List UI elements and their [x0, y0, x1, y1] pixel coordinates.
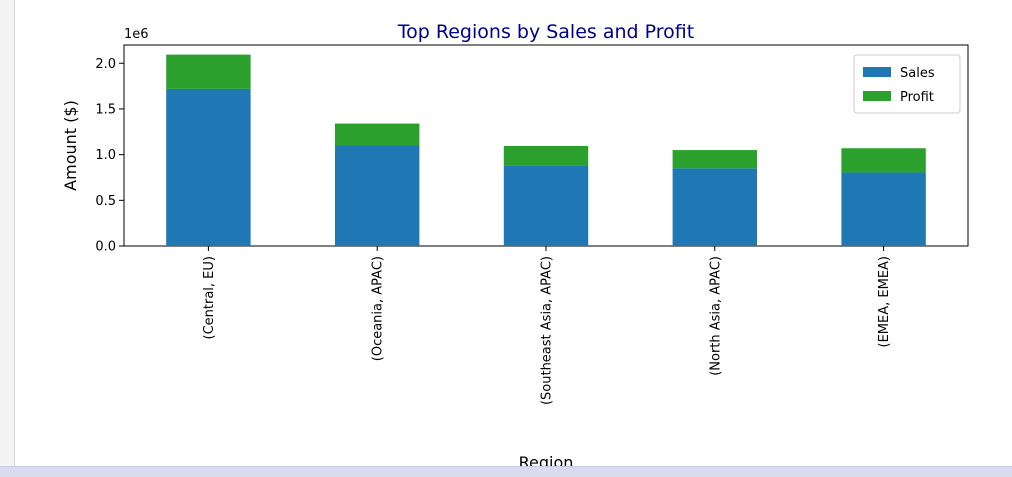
- bar-sales-4: [841, 172, 926, 246]
- y-tick-label: 1.5: [95, 102, 116, 117]
- y-axis-offset-label: 1e6: [124, 27, 149, 42]
- legend-label-profit: Profit: [900, 90, 934, 105]
- y-tick-label: 1.0: [95, 148, 116, 163]
- x-tick-label: (EMEA, EMEA): [877, 256, 892, 347]
- bar-sales-0: [166, 88, 251, 246]
- bars: [166, 54, 926, 246]
- x-axis: (Central, EU) (Oceania, APAC) (Southeast A…: [202, 246, 892, 405]
- y-tick-label: 0.0: [95, 240, 116, 255]
- bar-sales-1: [335, 145, 420, 246]
- bar-profit-1: [335, 123, 420, 146]
- y-tick-label: 2.0: [95, 57, 116, 72]
- window-bottom-edge: [0, 466, 1012, 477]
- y-axis: 0.0 0.5 1.0 1.5 2.0: [95, 57, 124, 255]
- bar-sales-3: [672, 168, 757, 246]
- bar-sales-2: [503, 165, 589, 246]
- x-tick-label: (Oceania, APAC): [371, 256, 386, 361]
- x-tick-label: (North Asia, APAC): [708, 256, 723, 376]
- y-tick-label: 0.5: [95, 194, 116, 209]
- bar-profit-3: [672, 150, 757, 169]
- bar-profit-4: [841, 148, 926, 173]
- window-left-edge: [0, 0, 15, 476]
- y-axis-label: Amount ($): [61, 100, 80, 191]
- bar-profit-2: [503, 145, 589, 166]
- legend-label-sales: Sales: [900, 66, 935, 81]
- x-tick-label: (Southeast Asia, APAC): [540, 256, 555, 405]
- legend-swatch-profit: [863, 91, 891, 101]
- bar-profit-0: [166, 54, 251, 89]
- legend-swatch-sales: [863, 67, 891, 77]
- x-tick-label: (Central, EU): [202, 256, 217, 339]
- chart-title: Top Regions by Sales and Profit: [397, 21, 694, 43]
- legend: Sales Profit: [853, 54, 961, 114]
